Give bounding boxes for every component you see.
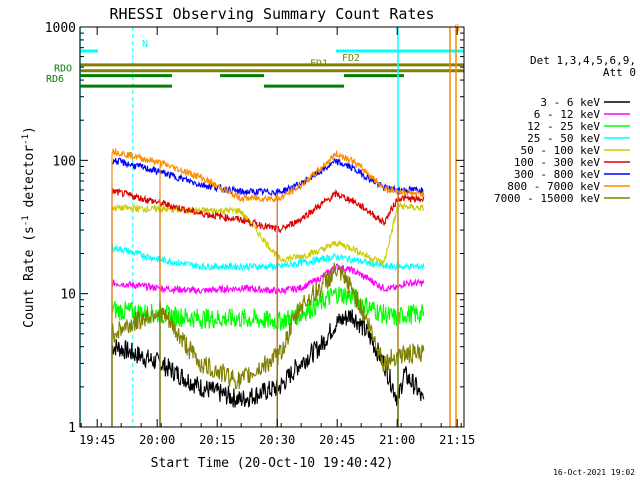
- series-50-100-kev-window-0: [111, 204, 161, 427]
- x-tick-label: 20:45: [319, 433, 355, 447]
- y-tick-label: 1000: [45, 21, 76, 36]
- series-300-800-kev-window-0: [111, 157, 161, 427]
- series-800-7000-kev-window-3: [397, 187, 425, 427]
- series-6-12-kev-window-2: [276, 263, 399, 427]
- footer-timestamp: 16-Oct-2021 19:02: [553, 468, 635, 477]
- chart-title: RHESSI Observing Summary Count Rates: [109, 5, 434, 23]
- series-3-6-kev-window-0: [111, 339, 161, 427]
- y-axis-label: Count Rate (s-1 detector-1): [21, 126, 37, 328]
- x-axis-label: Start Time (20-Oct-10 19:40:42): [151, 456, 394, 471]
- series-12-25-kev-window-3: [397, 304, 425, 427]
- flag-label-fd2: FD2: [342, 53, 360, 64]
- series-300-800-kev-window-3: [397, 185, 425, 427]
- series-12-25-kev-window-1: [159, 304, 278, 427]
- plot-frame: [79, 26, 465, 428]
- series-6-12-kev-window-0: [111, 279, 161, 427]
- legend-label-12-25-kev: 12 - 25 keV: [527, 120, 600, 133]
- series-50-100-kev-window-3: [397, 202, 425, 427]
- series-50-100-kev-window-1: [159, 205, 278, 427]
- x-tick-label: 19:45: [79, 433, 115, 447]
- series-300-800-kev-window-1: [159, 169, 278, 427]
- series-100-300-kev-window-0: [111, 187, 161, 427]
- legend-label-800-7000-kev: 800 - 7000 keV: [507, 180, 600, 193]
- legend-label-6-12-kev: 6 - 12 keV: [534, 108, 601, 121]
- series-7000-15000-kev-window-3: [397, 342, 425, 427]
- series-3-6-kev-window-3: [397, 366, 425, 427]
- legend-label-7000-15000-kev: 7000 - 15000 keV: [494, 192, 600, 205]
- legend-label-100-300-kev: 100 - 300 keV: [514, 156, 600, 169]
- legend-label-300-800-kev: 300 - 800 keV: [514, 168, 600, 181]
- flag-label-rd6: RD6: [46, 74, 64, 85]
- series-7000-15000-kev-window-1: [159, 301, 278, 427]
- x-tick-label: 20:00: [139, 433, 175, 447]
- series-100-300-kev-window-3: [397, 193, 425, 427]
- series-25-50-kev-window-1: [159, 255, 278, 427]
- x-tick-label: 21:00: [379, 433, 415, 447]
- series-6-12-kev-window-3: [397, 278, 425, 427]
- x-tick-label: 21:15: [439, 433, 475, 447]
- y-tick-label: 100: [53, 154, 76, 169]
- series-25-50-kev-window-0: [111, 243, 161, 427]
- legend-header-line-1: Att 0: [603, 66, 636, 79]
- y-tick-label: 10: [60, 288, 76, 303]
- y-axis-label-sup-1: -1: [21, 215, 31, 226]
- series-25-50-kev-window-2: [276, 252, 399, 427]
- x-tick-label: 20:30: [259, 433, 295, 447]
- series-800-7000-kev-window-2: [276, 150, 399, 427]
- chart-axes: 19:45 20:00 20:15 20:30 20:45 21:00 21:15 1 10 10…: [45, 21, 476, 447]
- series-100-300-kev-window-2: [276, 188, 399, 427]
- series-7000-15000-kev-window-2: [276, 262, 399, 427]
- series-6-12-kev-window-1: [159, 283, 278, 427]
- series-800-7000-kev-window-1: [159, 159, 278, 427]
- series-3-6-kev-window-1: [159, 356, 278, 427]
- series-800-7000-kev-window-0: [111, 148, 160, 427]
- x-tick-label: 20:15: [199, 433, 235, 447]
- series-7000-15000-kev-window-0: [111, 308, 161, 427]
- series-25-50-kev-window-3: [397, 261, 425, 427]
- flag-label-rdo: RDO: [54, 64, 72, 75]
- legend-label-3-6-kev: 3 - 6 keV: [540, 96, 600, 109]
- count-rate-series: [111, 148, 425, 427]
- legend-label-50-100-kev: 50 - 100 keV: [521, 144, 601, 157]
- y-axis-label-sup-2: -1: [21, 134, 31, 145]
- series-100-300-kev-window-1: [159, 199, 278, 427]
- flag-label-n: N: [142, 39, 148, 50]
- legend-header-line-0: Det 1,3,4,5,6,9,: [530, 54, 636, 67]
- series-50-100-kev-window-2: [276, 204, 399, 427]
- legend-label-25-50-kev: 25 - 50 keV: [527, 132, 600, 145]
- y-tick-label: 1: [68, 421, 76, 436]
- observing-flag-lines: NSFD1FD2RDORD6: [46, 24, 464, 427]
